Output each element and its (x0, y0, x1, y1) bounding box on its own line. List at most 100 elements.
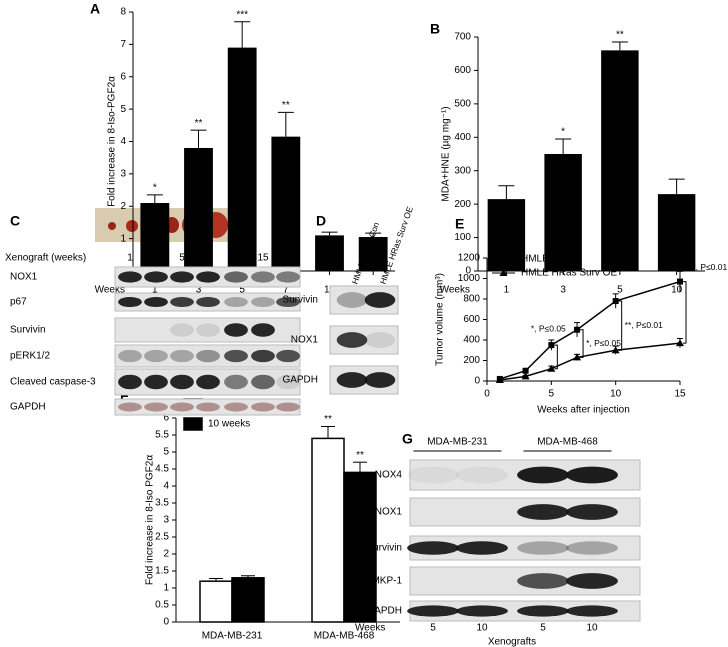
p-value: **, P≤0.01 (689, 262, 727, 272)
p-value: **, P≤0.01 (625, 320, 663, 330)
y-axis-label: MDA+HNE (µg mg⁻¹) (441, 106, 452, 201)
lane-label: 5 (430, 623, 436, 634)
y-tick-label: 200 (454, 199, 471, 210)
blot-band (251, 323, 275, 337)
lane-label: 1 (127, 253, 133, 264)
y-tick-label: 2 (163, 549, 169, 560)
row-label: p67 (10, 297, 27, 308)
y-tick-label: 2.5 (155, 532, 169, 543)
bar (227, 47, 257, 271)
blot-band (276, 296, 300, 308)
y-tick-label: 500 (454, 98, 471, 109)
blot-band (517, 541, 569, 555)
blot-band (251, 402, 275, 412)
y-tick-label: 1 (120, 233, 126, 244)
y-axis-label: Fold increase in 8-Iso PGF2α (145, 455, 156, 585)
blot-band (251, 271, 275, 283)
x-tick-label: 5 (239, 285, 245, 296)
bar (358, 237, 388, 271)
blot-band (170, 349, 194, 363)
x-tick-label: 10 (610, 389, 622, 400)
bracket (580, 329, 584, 358)
row-label: Cleaved caspase-3 (10, 377, 96, 388)
marker (500, 256, 507, 262)
blot-band (407, 605, 459, 617)
x-tick-label: MDA-MB-468 (314, 631, 375, 642)
panel-label: A (90, 1, 100, 17)
x-tick-label: MDA-MB-231 (202, 631, 263, 642)
significance: * (153, 183, 157, 194)
row-label: GAPDH (282, 375, 318, 386)
marker (612, 298, 619, 305)
y-tick-label: 400 (454, 132, 471, 143)
row-label: NOX1 (291, 335, 319, 346)
y-tick-label: 4.5 (155, 464, 169, 475)
panel-label: F (120, 388, 129, 404)
significance: ** (324, 414, 332, 425)
p-value: *, P≤0.05 (531, 323, 566, 333)
lane-label: 10 (476, 623, 488, 634)
blot-band (118, 402, 142, 412)
lane-label: C (284, 253, 291, 264)
blot-band (224, 349, 248, 363)
y-tick-label: 6 (163, 413, 169, 424)
blot-band (170, 402, 194, 412)
blot-band (144, 271, 168, 283)
marker (573, 353, 582, 361)
marker (521, 372, 530, 380)
marker (499, 269, 508, 276)
x-tick-label: 5 (617, 285, 623, 296)
blot-band (196, 271, 220, 283)
panel-label: B (430, 21, 440, 37)
blot-band (336, 292, 368, 308)
marker (548, 342, 555, 349)
blot-band (170, 271, 194, 283)
blot-band (251, 296, 275, 308)
lane-label: 10 (230, 253, 242, 264)
y-tick-label: 2 (120, 201, 126, 212)
lane-label: 3 (153, 253, 159, 264)
blot-strip (114, 344, 301, 368)
x-tick-label: 7 (283, 285, 289, 296)
significance: ** (356, 450, 364, 461)
y-tick-label: 5.5 (155, 430, 169, 441)
y-tick-label: 3 (120, 169, 126, 180)
marker (676, 339, 684, 347)
bar (544, 154, 582, 271)
tumor (126, 220, 138, 232)
blot-band (566, 504, 618, 520)
blot-band (276, 271, 300, 283)
blot-band (517, 573, 569, 589)
marker (522, 367, 529, 374)
blot-band (566, 541, 618, 555)
y-tick-label: 3 (163, 515, 169, 526)
y-tick-label: 400 (463, 335, 480, 346)
row-label: GAPDH (366, 606, 402, 617)
marker (677, 278, 683, 285)
blot-band (196, 296, 220, 308)
blot-band (276, 349, 300, 363)
row-label: MKP-1 (371, 576, 402, 587)
blot-band (336, 332, 368, 348)
lanes-title: Xenograft (weeks) (5, 253, 86, 264)
blot-band (224, 323, 248, 337)
series-line (499, 342, 681, 381)
row-label: pERK1/2 (10, 351, 50, 362)
group-label: MDA-MB-231 (427, 437, 488, 448)
bar (311, 437, 345, 623)
blot-band (566, 466, 618, 484)
y-tick-label: 4 (163, 481, 169, 492)
y-tick-label: 1000 (458, 273, 481, 284)
panel-label: C (10, 213, 20, 229)
y-tick-label: 800 (463, 294, 480, 305)
y-tick-label: 300 (454, 165, 471, 176)
legend-swatch (183, 417, 203, 431)
bar (343, 471, 377, 623)
bar (140, 203, 170, 271)
bracket (618, 300, 623, 351)
bracket (683, 281, 687, 344)
row-label: GAPDH (10, 402, 46, 413)
bar (199, 580, 233, 623)
blot-band (276, 402, 300, 412)
y-tick-label: 6 (120, 71, 126, 82)
